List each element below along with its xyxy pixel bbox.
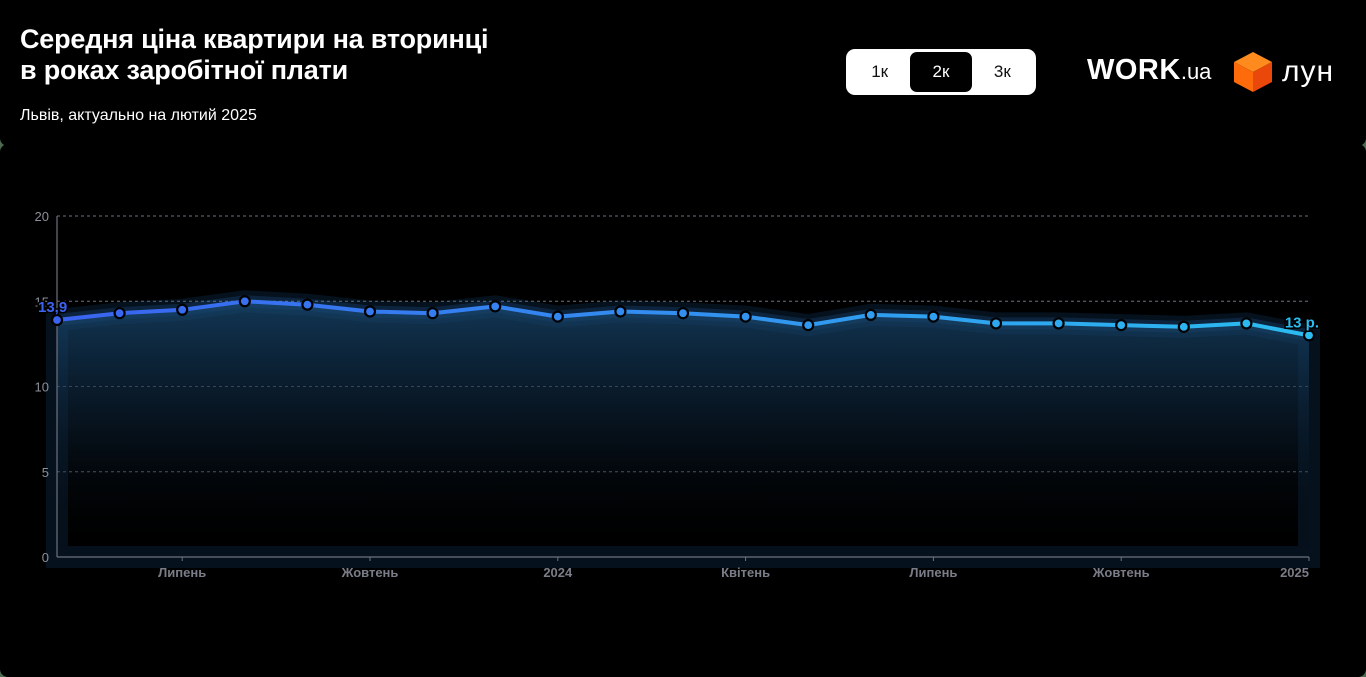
- lun-logo-text: лун: [1282, 55, 1335, 88]
- data-points: [50, 295, 1316, 342]
- toggle-3k-button[interactable]: 3к: [993, 62, 1011, 81]
- work-logo-text: WORK: [1087, 54, 1181, 86]
- y-tick-label: 20: [35, 209, 49, 224]
- annotations: 13,9 13 р.: [37, 298, 1321, 333]
- data-point[interactable]: [1302, 329, 1316, 342]
- data-point[interactable]: [238, 295, 251, 308]
- data-point[interactable]: [551, 310, 564, 323]
- area-fill: [57, 301, 1309, 557]
- data-point[interactable]: [1052, 317, 1065, 330]
- title-line-1: Середня ціна квартири на вторинці: [20, 24, 489, 54]
- data-point[interactable]: [1240, 317, 1253, 330]
- data-point[interactable]: [614, 305, 627, 318]
- data-point[interactable]: [989, 317, 1003, 330]
- data-point[interactable]: [489, 300, 502, 313]
- header-card: [0, 0, 1366, 146]
- data-point[interactable]: [802, 319, 815, 332]
- subtitle: Львів, актуально на лютий 2025: [20, 107, 257, 124]
- data-point[interactable]: [864, 308, 877, 321]
- x-tick-label: Липень: [909, 565, 957, 580]
- y-tick-label: 10: [35, 380, 49, 395]
- x-tick-label: Жовтень: [341, 565, 399, 580]
- page-title: Середня ціна квартири на вторинці в рока…: [20, 24, 489, 86]
- room-count-toggle: 1к 2к 3к: [846, 49, 1036, 95]
- x-tick-label: Жовтень: [1092, 565, 1150, 580]
- lun-logo[interactable]: лун: [1232, 50, 1334, 94]
- y-tick-label: 5: [42, 465, 49, 480]
- work-logo-suffix: .ua: [1180, 59, 1212, 84]
- data-point[interactable]: [927, 310, 940, 323]
- data-point[interactable]: [50, 313, 64, 327]
- data-point[interactable]: [739, 310, 752, 323]
- x-tick-label: Липень: [158, 565, 206, 580]
- x-tick-label: 2025: [1280, 565, 1309, 580]
- value-annotation: 13 р.: [1285, 314, 1319, 331]
- data-point[interactable]: [363, 305, 377, 318]
- data-point[interactable]: [113, 307, 126, 320]
- toggle-2k-button[interactable]: 2к: [910, 52, 972, 92]
- y-tick-label: 15: [35, 294, 49, 309]
- toggle-1k-button[interactable]: 1к: [871, 62, 889, 81]
- lun-cube-icon: [1234, 52, 1272, 92]
- x-tick-label: 2024: [543, 565, 573, 580]
- title-line-2: в роках заробітної плати: [20, 55, 348, 85]
- axes: 0 5 10 15 20 Липень Жовтень 2024 Квітень Липень Жо…: [35, 209, 1310, 580]
- value-annotation: 13,9: [38, 299, 67, 316]
- data-point[interactable]: [1115, 319, 1128, 332]
- data-point[interactable]: [426, 307, 439, 320]
- y-tick-label: 0: [42, 550, 49, 565]
- data-point[interactable]: [1177, 320, 1190, 333]
- data-point[interactable]: [176, 303, 189, 316]
- data-point[interactable]: [301, 298, 314, 311]
- data-point[interactable]: [676, 307, 690, 320]
- x-tick-label: Квітень: [721, 565, 770, 580]
- work-ua-logo[interactable]: WORK .ua: [1087, 54, 1211, 87]
